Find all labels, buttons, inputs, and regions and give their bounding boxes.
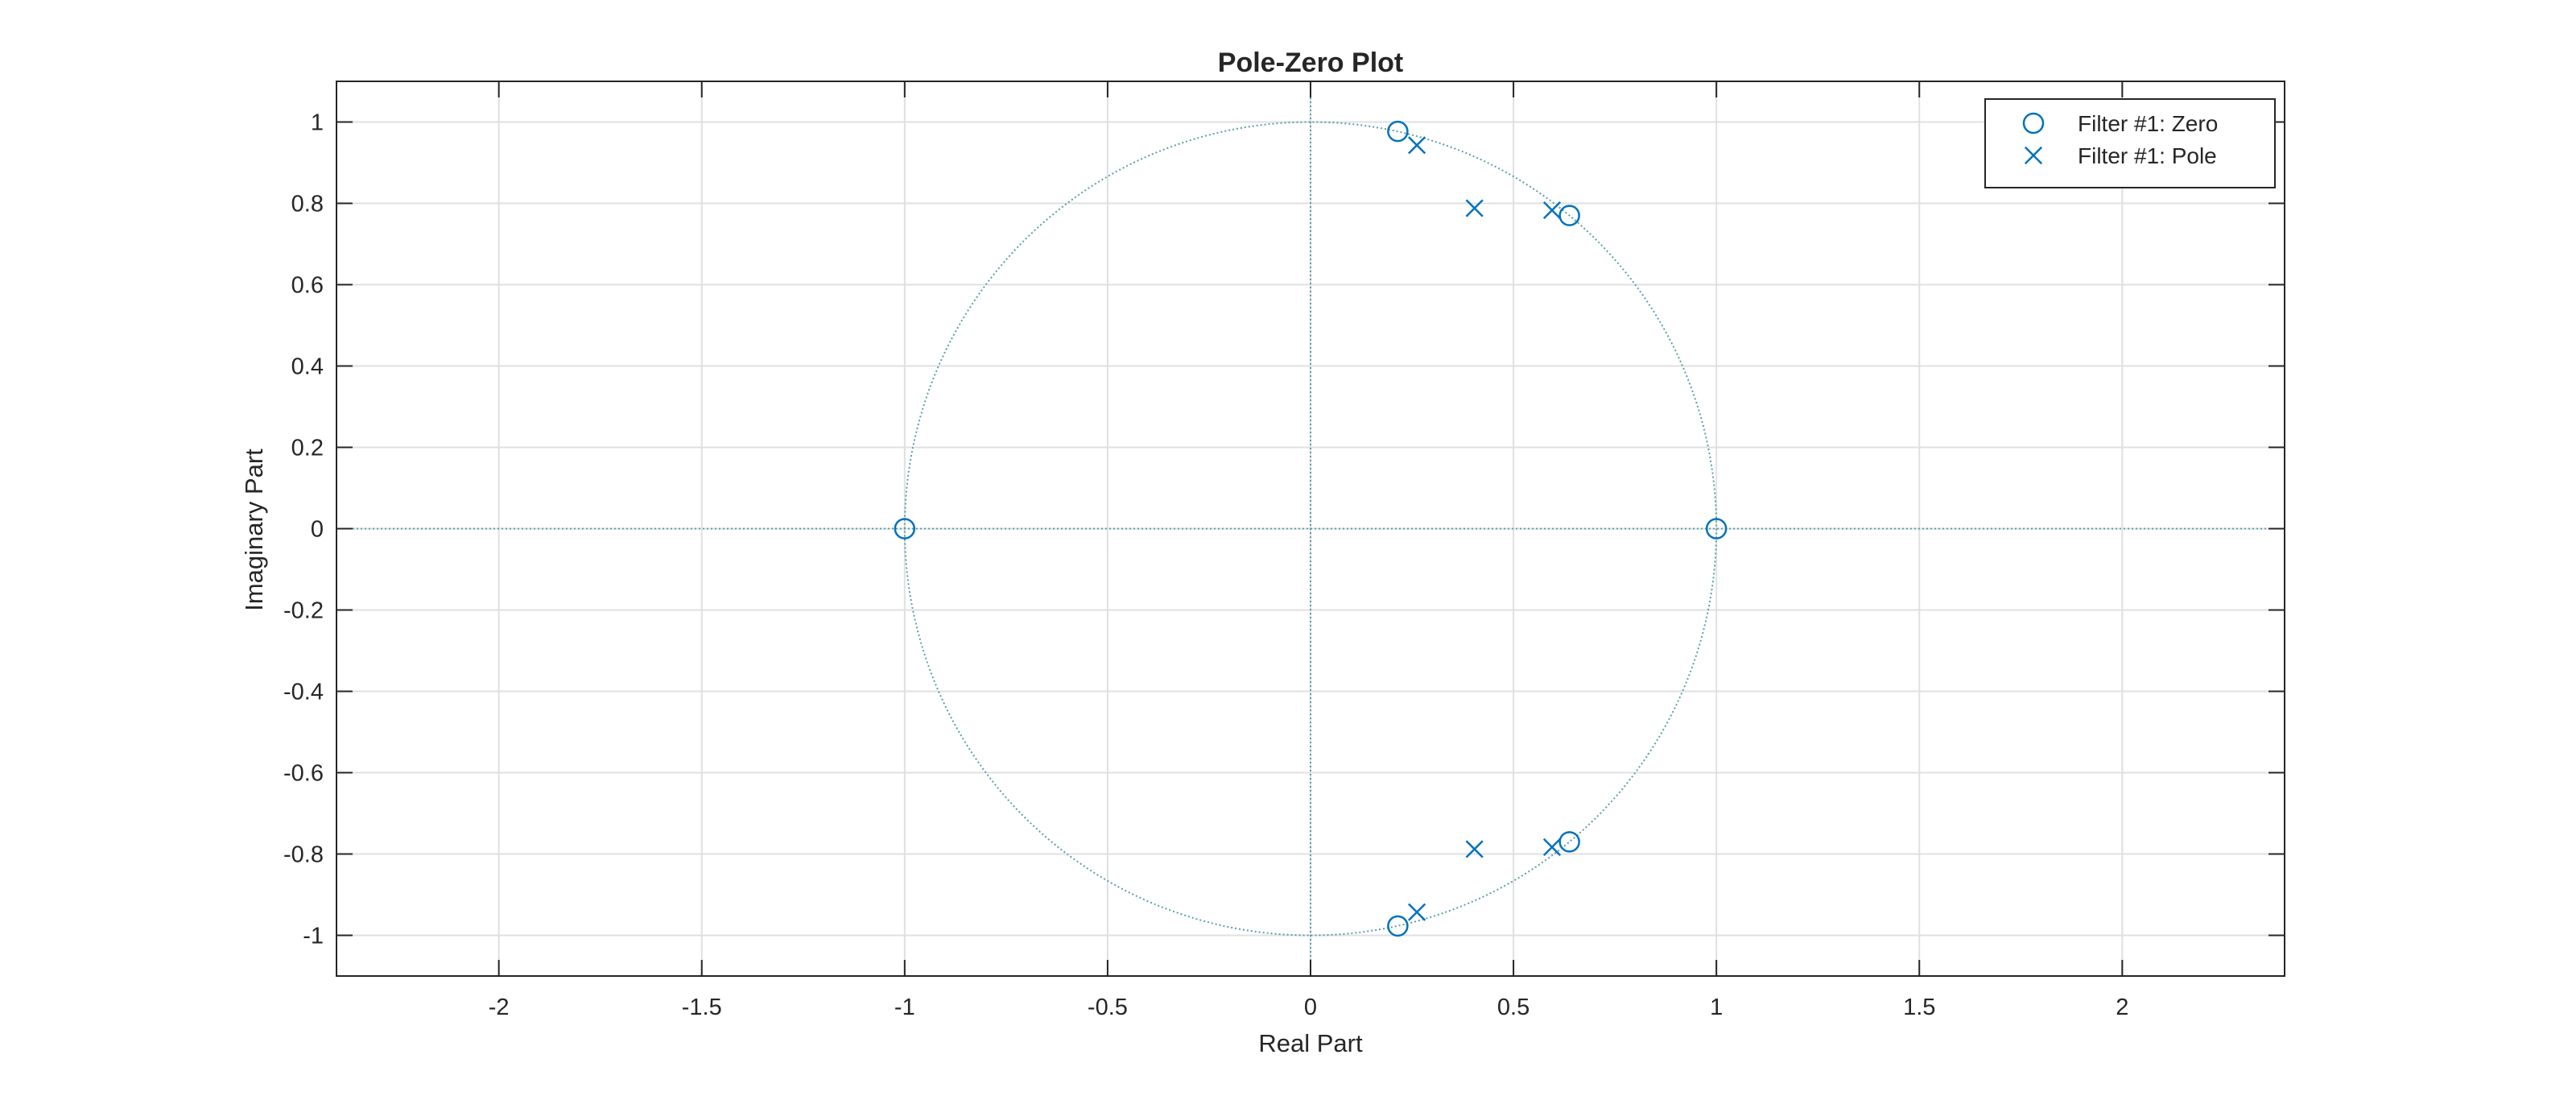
y-tick-label: 0.6 [291,273,324,299]
zero-marker [1387,915,1409,937]
pole-series [1408,136,1562,921]
y-tick-label: 1 [311,110,324,136]
pole-marker [1465,199,1484,217]
legend-pole-marker [2024,146,2043,165]
y-axis-label: Imaginary Part [240,449,268,611]
zero-marker [894,518,916,540]
x-tick-label: 1 [1710,995,1723,1020]
x-tick-label: 0 [1304,995,1317,1020]
y-tick-label: 0.4 [291,354,324,380]
pole-marker-stroke [1408,903,1426,921]
x-tick-label: -1.5 [682,995,722,1020]
x-tick-label: -1 [894,995,915,1020]
pole-marker-stroke [1465,199,1484,217]
zero-marker [1387,120,1409,143]
x-tick-label: 1.5 [1903,995,1935,1020]
pole-marker-stroke [1408,136,1426,155]
pole-marker [1465,840,1484,858]
y-tick-label: -0.4 [283,680,324,705]
zero-marker [1558,205,1580,226]
pole-marker-stroke [2024,146,2043,165]
legend: Filter #1: Zero Filter #1: Pole [1984,98,2276,188]
pole-marker [1542,201,1562,220]
y-tick-label: -0.2 [283,598,324,624]
zero-marker [1558,831,1580,853]
zero-series [894,120,1728,937]
y-tick-label: -0.8 [283,842,324,868]
pole-marker [1408,136,1426,155]
pole-marker-stroke [1542,201,1562,220]
chart-title: Pole-Zero Plot [1218,48,1403,78]
legend-entry-label: Filter #1: Pole [2078,143,2217,168]
y-tick-label: -0.6 [283,761,324,787]
pole-marker-stroke [1542,838,1562,856]
x-tick-label: 0.5 [1497,995,1530,1020]
pole-marker [1542,838,1562,856]
legend-entry-label: Filter #1: Zero [2078,111,2218,136]
x-tick-label: -2 [489,995,510,1020]
y-tick-label: 0.8 [291,192,324,217]
y-tick-label: -1 [303,924,324,949]
pole-marker [1408,903,1426,921]
x-tick-label: -0.5 [1088,995,1128,1020]
x-axis-label: Real Part [1258,1029,1363,1057]
y-tick-label: 0 [311,517,324,543]
legend-zero-marker [2022,112,2045,134]
x-tick-label: 2 [2116,995,2128,1020]
y-tick-label: 0.2 [291,436,324,461]
zero-marker [1705,518,1728,540]
plot-area: -2 -1.5 -1 -0.5 0 0.5 1 1.5 2 -1 -0.8 -0.6 -0.4 -0.2 0… [283,81,2285,1020]
pole-marker-stroke [1465,840,1484,858]
